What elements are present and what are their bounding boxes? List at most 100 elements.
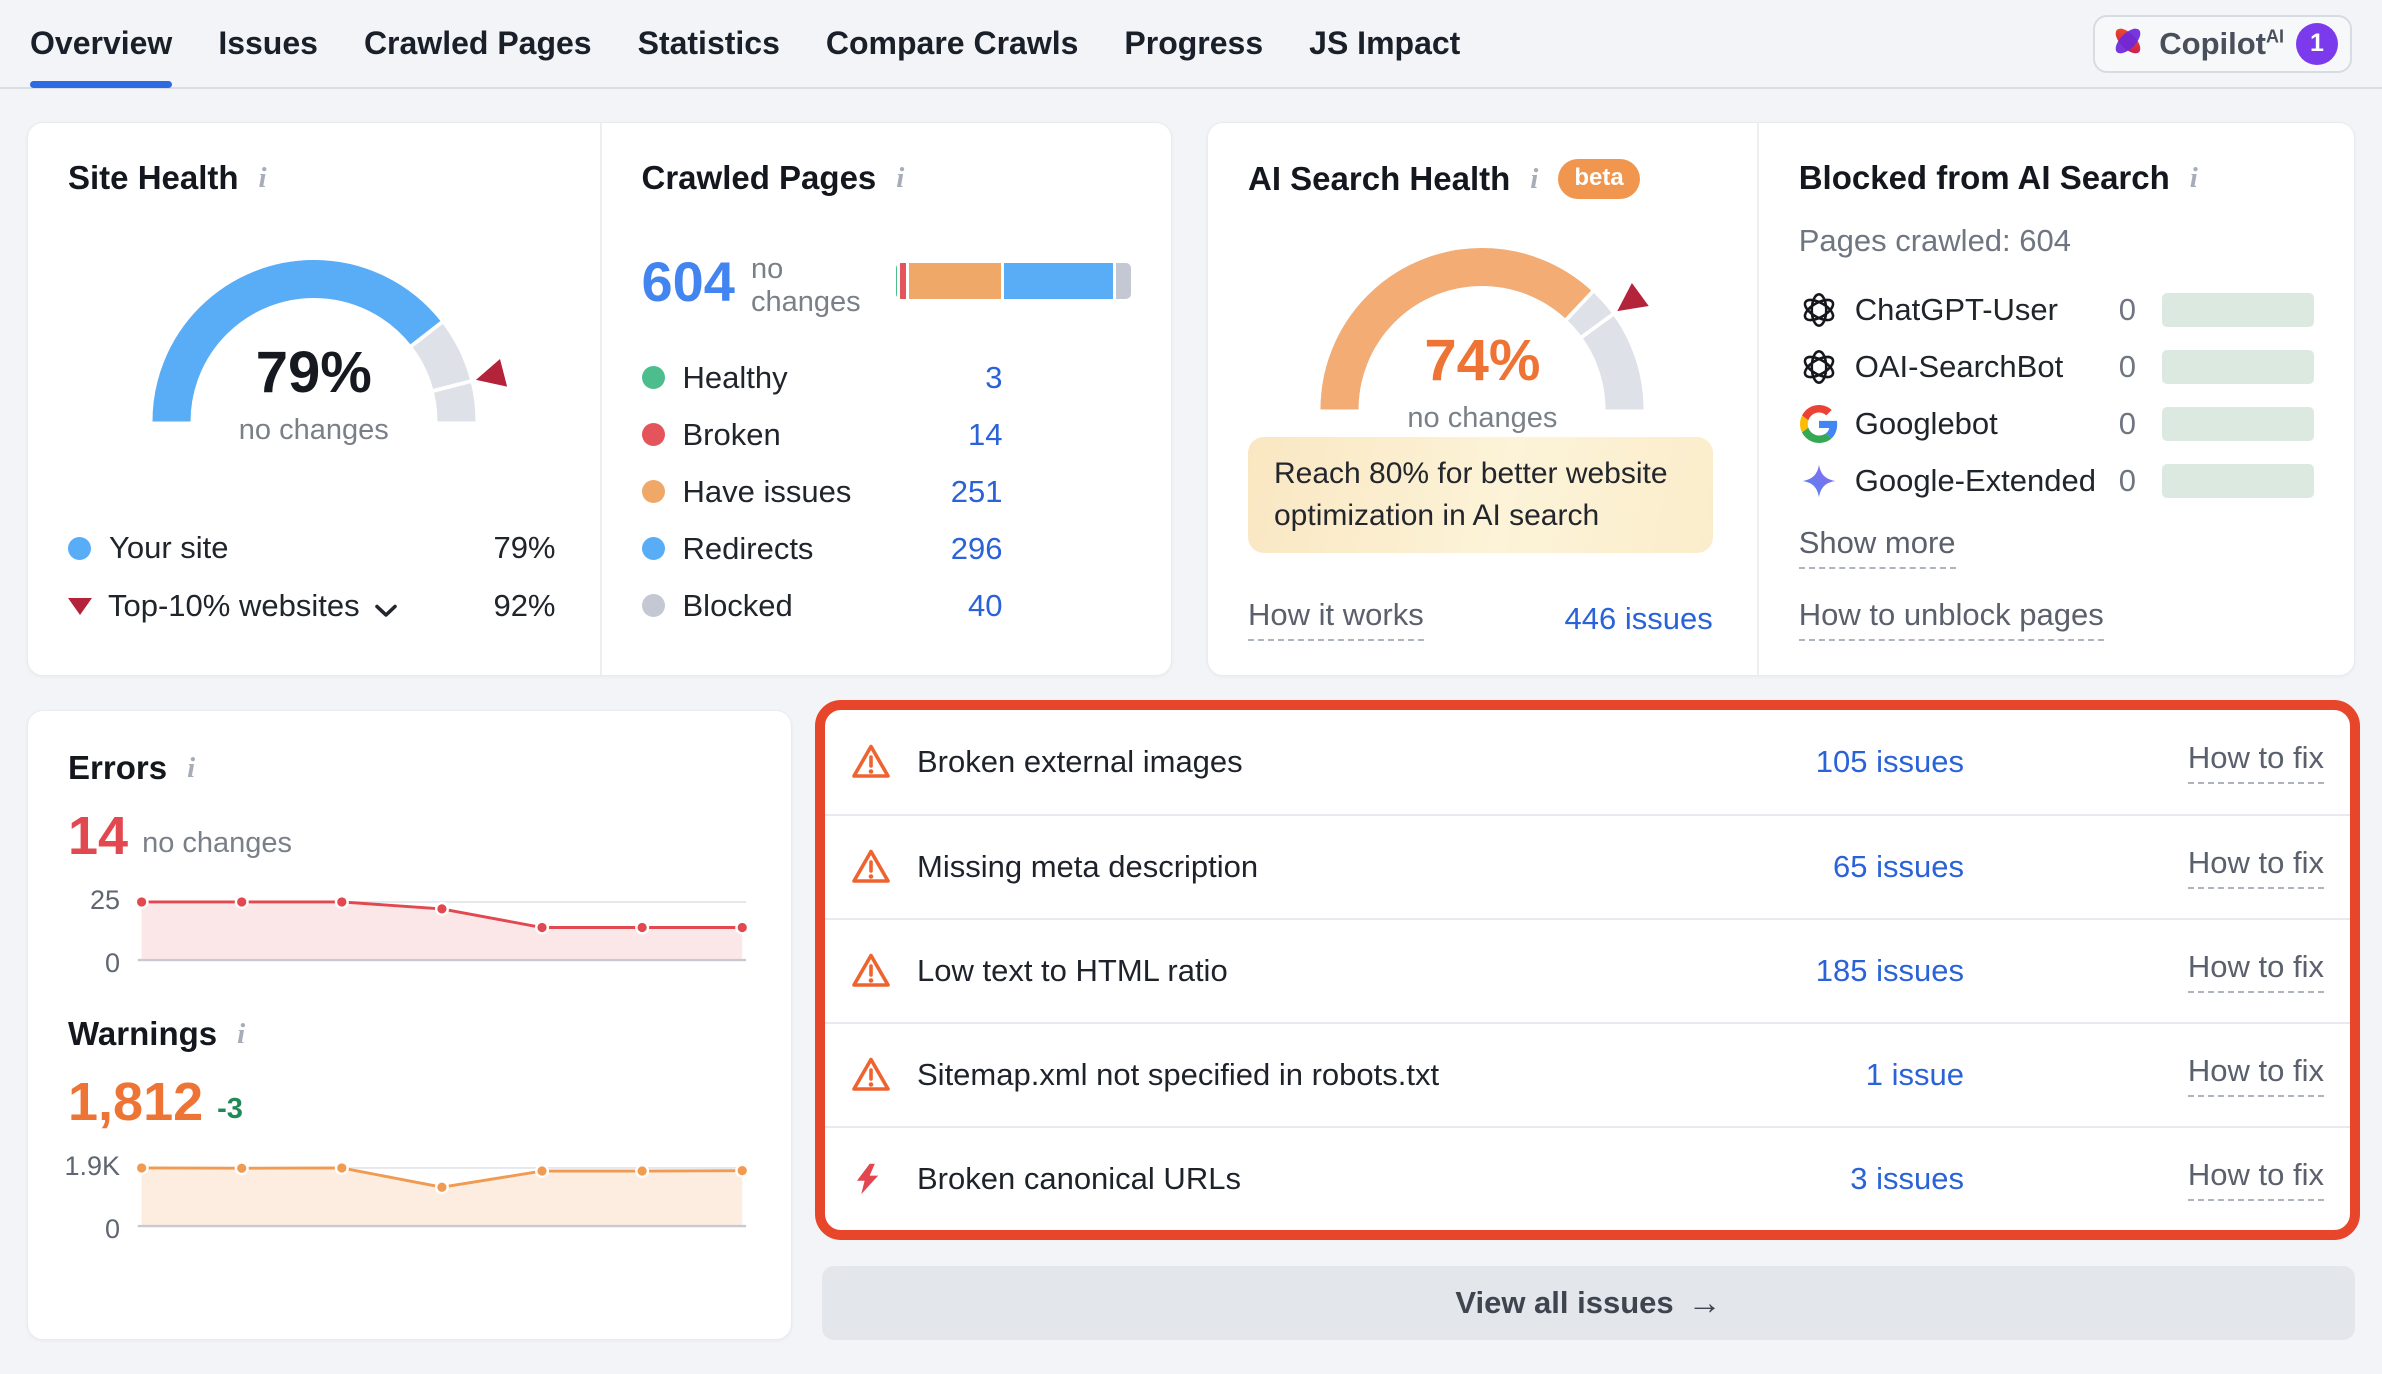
- view-all-issues-button[interactable]: View all issues →: [822, 1266, 2355, 1340]
- info-icon[interactable]: i: [2189, 161, 2198, 194]
- gray-dot-icon: [641, 594, 665, 617]
- issue-row-broken-canonical-urls[interactable]: Broken canonical URLs 3 issues How to fi…: [825, 1126, 2350, 1230]
- issue-label: Broken canonical URLs: [917, 1161, 1241, 1196]
- show-more-link[interactable]: Show more: [1798, 525, 1956, 569]
- legend-value: 79%: [493, 530, 556, 565]
- legend-count-link[interactable]: 296: [950, 530, 1003, 566]
- legend-row-broken: Broken 14: [641, 406, 1132, 463]
- bot-count: 0: [2118, 405, 2136, 441]
- bot-bar: [2162, 463, 2314, 498]
- warning-triangle-icon: [851, 1055, 895, 1095]
- legend-count-link[interactable]: 251: [950, 473, 1003, 509]
- legend-label: Healthy: [682, 359, 788, 395]
- crawled-pages-pane: Crawled Pages i 604 no changes Healthy 3…: [599, 123, 1172, 675]
- issue-label: Low text to HTML ratio: [917, 953, 1228, 988]
- issue-label: Broken external images: [917, 744, 1243, 779]
- bot-row-chatgpt-user: ChatGPT-User 0: [1799, 281, 2314, 338]
- issue-count-link[interactable]: 65 issues: [1833, 849, 1964, 884]
- ai-search-tip: Reach 80% for better website optimizatio…: [1248, 437, 1713, 553]
- view-all-label: View all issues: [1455, 1285, 1674, 1320]
- issue-count-link[interactable]: 1 issue: [1865, 1057, 1964, 1092]
- crawled-pages-title: Crawled Pages: [641, 159, 877, 196]
- bar-segment-blocked: [1116, 263, 1131, 299]
- legend-label: Top-10% websites: [108, 588, 360, 623]
- info-icon[interactable]: i: [1530, 162, 1539, 195]
- warnings-count: 1,812: [68, 1072, 204, 1132]
- tab-progress[interactable]: Progress: [1124, 25, 1264, 61]
- y-axis-min-label: 0: [104, 948, 120, 978]
- bot-bar: [2162, 406, 2314, 441]
- how-to-fix-link[interactable]: How to fix: [2187, 949, 2324, 993]
- how-it-works-link[interactable]: How it works: [1248, 597, 1424, 641]
- bot-bar: [2162, 292, 2314, 327]
- chevron-down-icon[interactable]: [374, 590, 398, 626]
- legend-count-link[interactable]: 14: [968, 416, 1003, 452]
- errors-change: no changes: [142, 827, 293, 859]
- tab-issues[interactable]: Issues: [218, 25, 318, 61]
- info-icon[interactable]: i: [896, 161, 905, 194]
- tab-statistics[interactable]: Statistics: [637, 25, 780, 61]
- google-logo-icon: [1799, 404, 1839, 444]
- bot-name: Googlebot: [1854, 405, 1998, 441]
- copilot-badge: 1: [2296, 22, 2338, 65]
- issue-row-low-text-html-ratio[interactable]: Low text to HTML ratio 185 issues How to…: [825, 918, 2350, 1022]
- issue-row-sitemap-robots[interactable]: Sitemap.xml not specified in robots.txt …: [825, 1022, 2350, 1126]
- issue-count-link[interactable]: 105 issues: [1815, 744, 1964, 779]
- issue-row-missing-meta-description[interactable]: Missing meta description 65 issues How t…: [825, 814, 2350, 918]
- legend-count-link[interactable]: 40: [968, 587, 1003, 623]
- tab-compare-crawls[interactable]: Compare Crawls: [825, 25, 1079, 61]
- how-to-unblock-link[interactable]: How to unblock pages: [1798, 597, 2104, 641]
- how-to-fix-link[interactable]: How to fix: [2187, 845, 2324, 889]
- issue-label: Sitemap.xml not specified in robots.txt: [917, 1057, 1440, 1092]
- benchmark-marker-icon: [1617, 282, 1650, 312]
- errors-sparkline: 25 0: [68, 885, 751, 978]
- crawled-pages-stacked-bar: [896, 263, 1131, 299]
- benchmark-marker-icon: [475, 358, 507, 387]
- info-icon[interactable]: i: [187, 751, 196, 784]
- issue-count-link[interactable]: 185 issues: [1815, 953, 1964, 988]
- tab-crawled-pages[interactable]: Crawled Pages: [363, 25, 592, 61]
- issue-row-broken-external-images[interactable]: Broken external images 105 issues How to…: [825, 710, 2350, 814]
- errors-count: 14: [68, 806, 129, 866]
- tab-js-impact[interactable]: JS Impact: [1309, 25, 1461, 61]
- legend-count-link[interactable]: 3: [985, 359, 1003, 395]
- info-icon[interactable]: i: [258, 161, 267, 194]
- legend-value: 92%: [493, 588, 556, 623]
- bar-segment-have-issues: [908, 263, 1002, 299]
- green-dot-icon: [641, 366, 665, 389]
- bot-count: 0: [2118, 348, 2136, 384]
- site-health-change: no changes: [238, 414, 389, 446]
- ai-search-gauge: 74% no changes: [1292, 229, 1672, 434]
- legend-label: Have issues: [682, 473, 852, 509]
- blue-dot-icon: [68, 536, 91, 560]
- site-health-pane: Site Health i 79% no changes Your site 7…: [28, 123, 600, 675]
- red-dot-icon: [641, 423, 665, 446]
- copilot-label: CopilotAI: [2159, 25, 2284, 61]
- how-to-fix-link[interactable]: How to fix: [2187, 1157, 2324, 1201]
- ai-issues-link[interactable]: 446 issues: [1564, 601, 1713, 636]
- openai-logo-icon: [1799, 347, 1839, 387]
- ai-search-change: no changes: [1407, 402, 1558, 434]
- bolt-icon: [851, 1162, 895, 1196]
- issue-count-link[interactable]: 3 issues: [1850, 1161, 1964, 1196]
- bot-name: ChatGPT-User: [1854, 291, 2058, 327]
- how-to-fix-link[interactable]: How to fix: [2187, 1053, 2324, 1097]
- legend-top10-websites[interactable]: Top-10% websites 92%: [68, 577, 556, 635]
- bot-name: OAI-SearchBot: [1854, 348, 2064, 384]
- beta-badge: beta: [1558, 159, 1640, 199]
- info-icon[interactable]: i: [237, 1017, 246, 1050]
- how-to-fix-link[interactable]: How to fix: [2187, 740, 2324, 784]
- legend-your-site: Your site 79%: [68, 519, 556, 577]
- tab-overview[interactable]: Overview: [30, 0, 173, 88]
- blocked-ai-title: Blocked from AI Search: [1798, 159, 2170, 196]
- copilot-icon: [2109, 22, 2147, 65]
- bot-row-oai-searchbot: OAI-SearchBot 0: [1799, 338, 2314, 395]
- ai-search-score: 74%: [1424, 328, 1541, 393]
- legend-label: Redirects: [682, 530, 814, 566]
- top-navigation: Overview Issues Crawled Pages Statistics…: [0, 0, 2382, 89]
- site-health-score: 79%: [255, 340, 372, 405]
- copilot-button[interactable]: CopilotAI 1: [2093, 14, 2352, 73]
- openai-logo-icon: [1799, 290, 1839, 330]
- bot-row-google-extended: Google-Extended 0: [1799, 452, 2314, 509]
- bot-bar: [2162, 349, 2314, 384]
